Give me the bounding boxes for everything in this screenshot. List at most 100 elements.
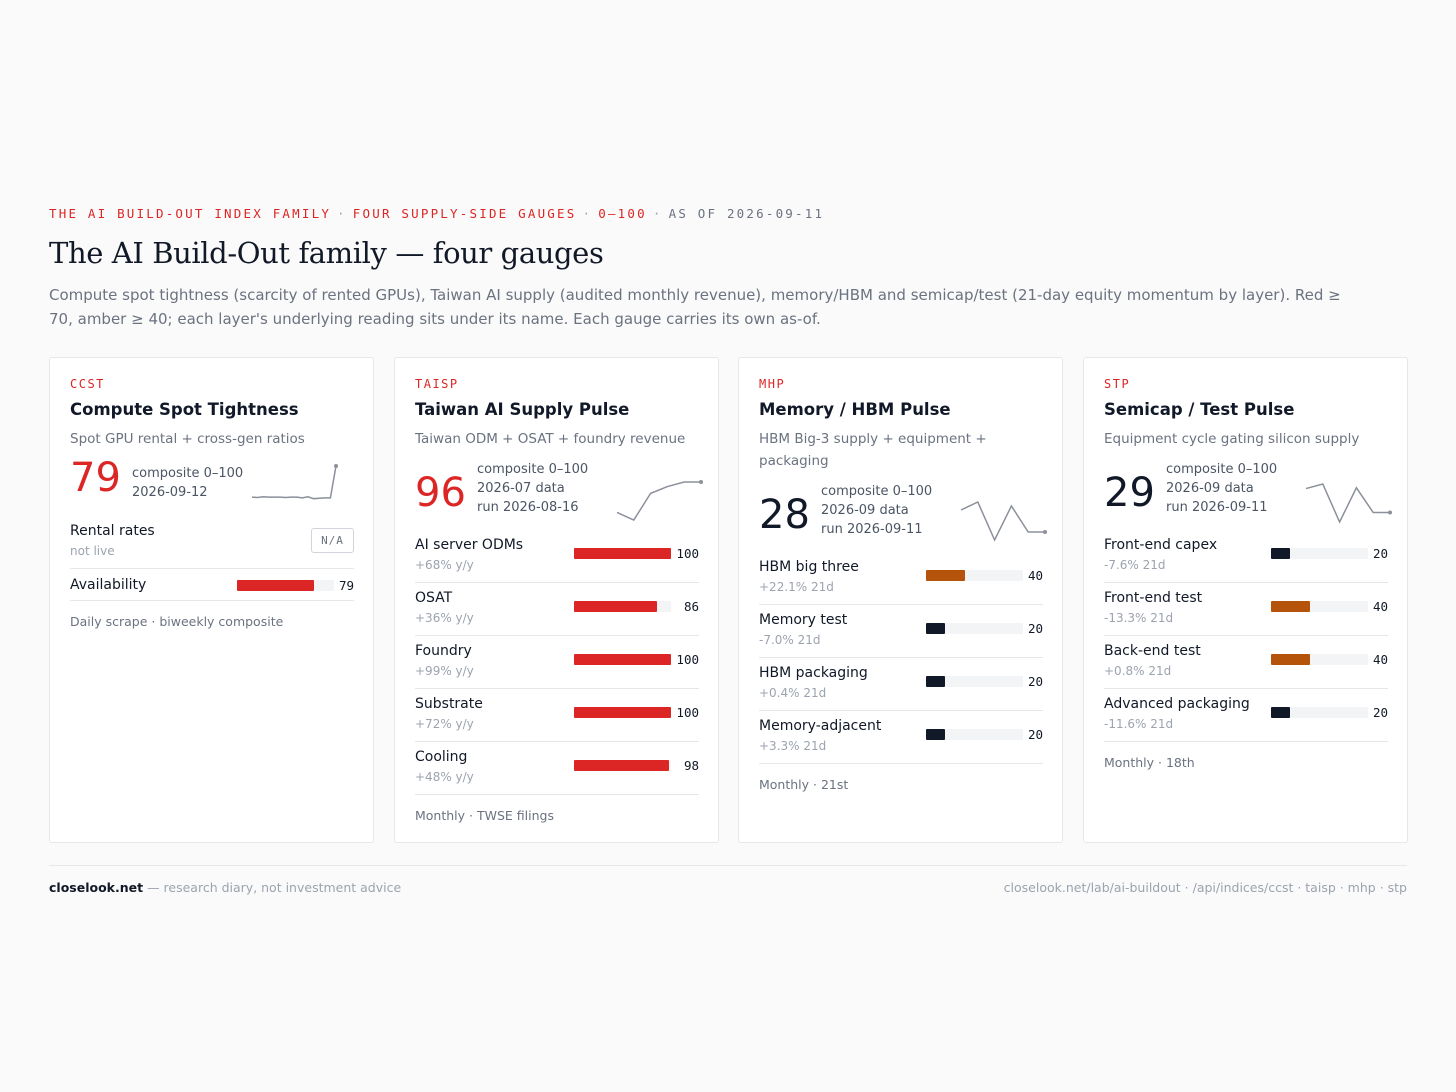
layer-row: HBM big three +22.1% 21d 40: [759, 552, 1043, 605]
gauge-code: MHP: [759, 377, 786, 391]
sparkline-endpoint: [1043, 530, 1047, 534]
score-bar-track: [574, 760, 671, 771]
kicker-separator: ·: [582, 206, 593, 221]
layer-reading: +0.8% 21d: [1104, 664, 1172, 678]
layer-row: Substrate +72% y/y 100: [415, 689, 699, 742]
kicker-separator: ·: [337, 206, 347, 221]
layer-reading: +48% y/y: [415, 770, 474, 784]
gauge-card-ccst: CCST Compute Spot Tightness Spot GPU renta…: [49, 357, 374, 843]
footer-brand-line: closelook.net — research diary, not inve…: [49, 880, 401, 895]
gauge-meta-line: run 2026-08-16: [477, 500, 579, 515]
layer-label: AI server ODMs: [415, 537, 524, 553]
gauge-meta-line: composite 0–100: [132, 466, 244, 481]
layer-row: Rental rates not live N/A: [70, 516, 354, 569]
layer-label: Back-end test: [1104, 643, 1201, 659]
gauge-score: 28: [759, 492, 810, 538]
page-title: The AI Build-Out family — four gauges: [49, 236, 604, 270]
layer-score: 79: [338, 578, 354, 593]
gauge-meta: composite 0–100 2026-09-12: [132, 464, 243, 502]
layer-reading: -7.6% 21d: [1104, 558, 1166, 572]
footer-divider: [49, 865, 1407, 866]
score-bar-track: [926, 729, 1023, 740]
gauge-description: Equipment cycle gating silicon supply: [1104, 431, 1360, 447]
gauge-card-stp: STP Semicap / Test Pulse Equipment cycle g…: [1083, 357, 1408, 843]
layer-label: Front-end test: [1104, 590, 1203, 606]
score-bar-track: [237, 580, 334, 591]
gauge-meta-line: 2026-07 data: [477, 481, 565, 496]
score-bar-fill: [237, 580, 314, 591]
layer-label: Front-end capex: [1104, 537, 1218, 553]
layer-reading: -7.0% 21d: [759, 633, 821, 647]
layer-label: Memory-adjacent: [759, 718, 882, 734]
layer-score: 20: [1372, 705, 1388, 720]
gauge-card-taisp: TAISP Taiwan AI Supply Pulse Taiwan ODM + …: [394, 357, 719, 843]
kicker-asof: AS OF 2026-09-11: [668, 206, 825, 221]
score-bar-track: [1271, 548, 1368, 559]
gauge-description: Spot GPU rental + cross-gen ratios: [70, 431, 305, 447]
gauge-footnote: Monthly · 21st: [759, 777, 849, 792]
layer-row: Foundry +99% y/y 100: [415, 636, 699, 689]
layer-score: 40: [1372, 652, 1388, 667]
score-bar-fill: [1271, 654, 1310, 665]
footer-brand-link[interactable]: closelook.net: [49, 880, 144, 895]
layer-row: Memory-adjacent +3.3% 21d 20: [759, 711, 1043, 764]
sparkline-path: [960, 500, 1045, 542]
footer-tagline: — research diary, not investment advice: [147, 880, 402, 895]
layer-reading: +22.1% 21d: [759, 580, 834, 594]
gauge-meta-line: run 2026-09-11: [821, 522, 923, 537]
layer-reading: -11.6% 21d: [1104, 717, 1174, 731]
layer-score: 100: [676, 652, 699, 667]
layer-row: OSAT +36% y/y 86: [415, 583, 699, 636]
sparkline-endpoint: [1388, 510, 1392, 515]
layer-label: Cooling: [415, 749, 468, 765]
score-bar-track: [574, 654, 671, 665]
gauge-footnote: Monthly · TWSE filings: [415, 808, 554, 823]
layer-score: 20: [1027, 621, 1043, 636]
layer-score: 40: [1027, 568, 1043, 583]
footer-links[interactable]: closelook.net/lab/ai-buildout · /api/ind…: [1003, 880, 1407, 895]
score-bar-fill: [926, 729, 946, 740]
layer-reading: +3.3% 21d: [759, 739, 827, 753]
gauge-meta: composite 0–100 2026-09 data run 2026-09-1…: [821, 482, 932, 539]
gauge-name: Memory / HBM Pulse: [759, 400, 951, 419]
gauge-score: 79: [70, 455, 121, 501]
sparkline-endpoint: [334, 464, 338, 468]
score-bar-fill: [574, 548, 671, 559]
layer-label: OSAT: [415, 590, 453, 606]
gauge-card-mhp: MHP Memory / HBM Pulse HBM Big-3 supply + …: [738, 357, 1063, 843]
layer-row: Memory test -7.0% 21d 20: [759, 605, 1043, 658]
sparkline-endpoint: [699, 480, 703, 484]
gauge-meta: composite 0–100 2026-09 data run 2026-09-1…: [1166, 460, 1277, 517]
kicker-part: 0–100: [598, 206, 647, 221]
layer-score: 100: [676, 546, 699, 561]
layer-reading: +0.4% 21d: [759, 686, 827, 700]
score-bar-track: [926, 570, 1023, 581]
gauge-meta-line: composite 0–100: [1166, 462, 1278, 477]
layer-score: 20: [1027, 727, 1043, 742]
layer-score: 20: [1372, 546, 1388, 561]
layer-score: 86: [683, 599, 699, 614]
score-bar-track: [574, 548, 671, 559]
gauge-score: 29: [1104, 470, 1155, 516]
score-bar-fill: [574, 654, 671, 665]
layer-label: Memory test: [759, 612, 848, 628]
score-bar-fill: [574, 760, 670, 771]
sparkline: [960, 500, 1047, 542]
layer-row: Advanced packaging -11.6% 21d 20: [1104, 689, 1388, 742]
score-bar-track: [1271, 654, 1368, 665]
layer-label: HBM big three: [759, 559, 859, 575]
score-bar-fill: [926, 623, 946, 634]
score-bar-track: [926, 676, 1023, 687]
sparkline: [251, 464, 338, 500]
score-bar-track: [1271, 601, 1368, 612]
layer-reading: not live: [70, 544, 115, 558]
layer-reading: +68% y/y: [415, 558, 474, 572]
score-bar-track: [574, 601, 671, 612]
layer-row: Availability 79: [70, 569, 354, 601]
layer-score: 20: [1027, 674, 1043, 689]
gauge-meta-line: composite 0–100: [821, 484, 933, 499]
gauge-name: Semicap / Test Pulse: [1104, 400, 1295, 419]
gauge-meta-line: run 2026-09-11: [1166, 500, 1268, 515]
score-bar-track: [1271, 707, 1368, 718]
layer-row: AI server ODMs +68% y/y 100: [415, 530, 699, 583]
